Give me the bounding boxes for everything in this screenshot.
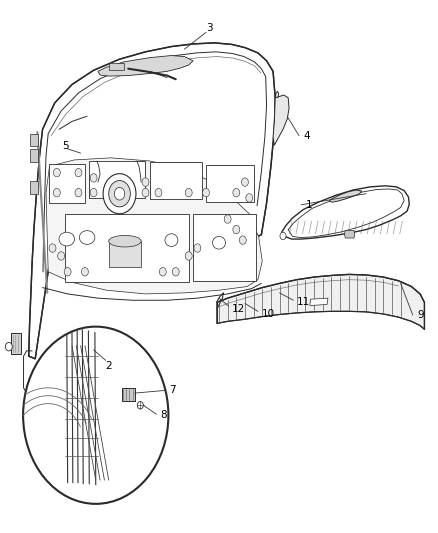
- Circle shape: [155, 189, 162, 197]
- Text: 12: 12: [232, 304, 245, 314]
- Text: 3: 3: [206, 23, 213, 33]
- Circle shape: [246, 193, 253, 202]
- Circle shape: [142, 189, 149, 197]
- Circle shape: [5, 342, 12, 351]
- Polygon shape: [150, 162, 202, 199]
- Polygon shape: [29, 43, 275, 359]
- Polygon shape: [49, 164, 85, 203]
- Bar: [30, 181, 38, 193]
- Text: 8: 8: [161, 410, 167, 420]
- Polygon shape: [98, 55, 193, 76]
- Circle shape: [109, 181, 131, 207]
- Circle shape: [90, 174, 97, 182]
- Text: 2: 2: [106, 361, 112, 370]
- Circle shape: [185, 189, 192, 197]
- Circle shape: [64, 268, 71, 276]
- Ellipse shape: [165, 234, 178, 246]
- Bar: [30, 134, 38, 146]
- Circle shape: [224, 215, 231, 223]
- Circle shape: [75, 189, 82, 197]
- Text: 1: 1: [305, 200, 312, 210]
- Circle shape: [49, 244, 56, 252]
- Polygon shape: [109, 241, 141, 266]
- Circle shape: [280, 232, 286, 240]
- Circle shape: [114, 188, 125, 200]
- Circle shape: [137, 401, 143, 409]
- Circle shape: [159, 268, 166, 276]
- Circle shape: [58, 252, 65, 260]
- Polygon shape: [344, 231, 355, 238]
- Circle shape: [233, 225, 240, 234]
- Bar: [11, 334, 21, 353]
- Circle shape: [233, 189, 240, 197]
- Ellipse shape: [79, 231, 95, 244]
- Text: 4: 4: [304, 131, 310, 141]
- Text: 9: 9: [417, 310, 424, 320]
- Ellipse shape: [109, 236, 141, 247]
- Polygon shape: [273, 95, 289, 145]
- Circle shape: [53, 168, 60, 177]
- Polygon shape: [46, 158, 262, 294]
- Polygon shape: [84, 338, 99, 351]
- Circle shape: [103, 174, 136, 214]
- Circle shape: [172, 268, 179, 276]
- Polygon shape: [66, 214, 189, 282]
- Ellipse shape: [59, 232, 74, 246]
- Ellipse shape: [212, 237, 226, 249]
- Polygon shape: [217, 274, 424, 329]
- Circle shape: [23, 327, 168, 504]
- Circle shape: [116, 257, 123, 265]
- Text: 10: 10: [261, 309, 275, 319]
- Polygon shape: [329, 190, 362, 202]
- Text: 7: 7: [169, 385, 176, 395]
- Text: 11: 11: [297, 297, 310, 308]
- Circle shape: [239, 236, 246, 244]
- Circle shape: [194, 244, 201, 252]
- Circle shape: [125, 257, 132, 265]
- Polygon shape: [206, 165, 254, 202]
- Polygon shape: [122, 388, 134, 401]
- Polygon shape: [89, 161, 145, 198]
- Circle shape: [53, 189, 60, 197]
- Circle shape: [81, 268, 88, 276]
- Circle shape: [241, 178, 248, 187]
- Circle shape: [142, 178, 149, 187]
- Circle shape: [185, 252, 192, 260]
- Circle shape: [90, 189, 97, 197]
- Text: 5: 5: [63, 141, 69, 151]
- Circle shape: [75, 168, 82, 177]
- Polygon shape: [109, 63, 124, 70]
- Bar: [30, 149, 38, 162]
- Circle shape: [202, 189, 209, 197]
- Polygon shape: [282, 186, 409, 239]
- Polygon shape: [193, 214, 256, 281]
- Polygon shape: [310, 298, 328, 305]
